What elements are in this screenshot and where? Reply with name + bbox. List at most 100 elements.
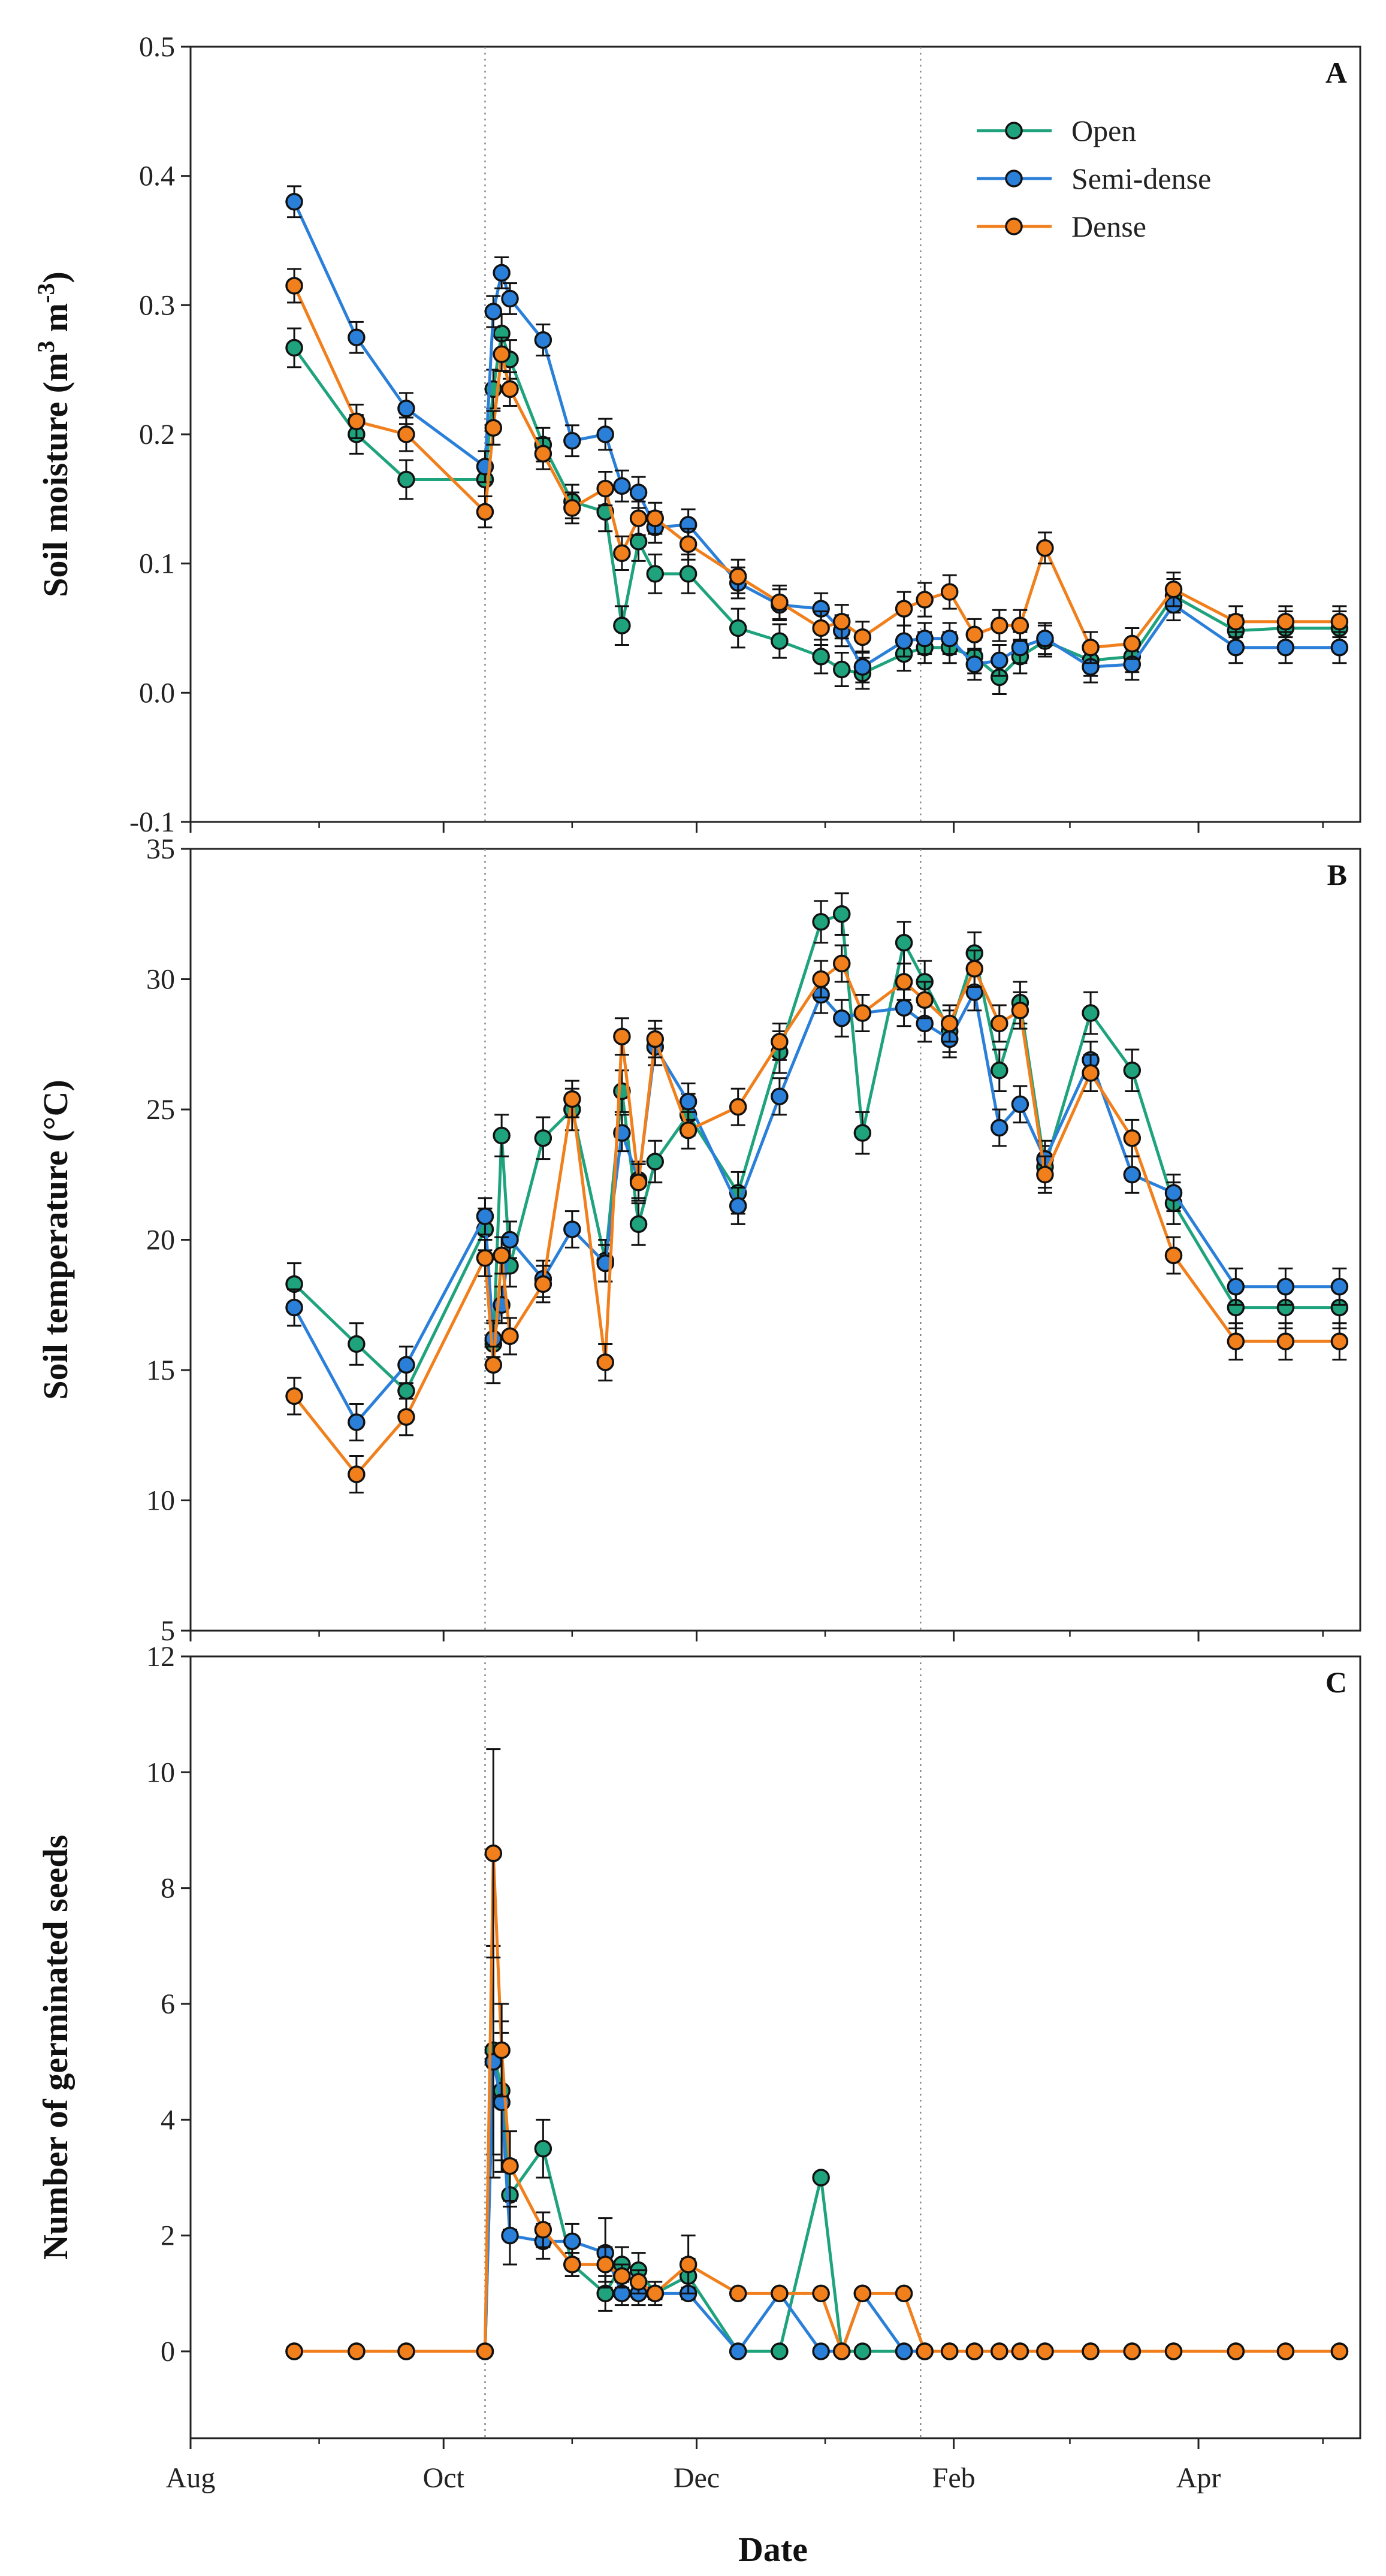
data-point [853,2342,872,2360]
data-point [1011,639,1029,657]
series-open [285,313,1349,695]
data-point [729,1097,747,1116]
data-point [895,2284,913,2303]
data-point [679,535,697,554]
data-point [771,1087,789,1105]
data-point [1227,2342,1245,2360]
data-point [916,991,934,1009]
data-point [1082,1064,1100,1082]
data-point [729,619,747,637]
plot-frame [189,848,1361,1632]
data-point [1036,1166,1054,1184]
data-point [476,1207,494,1226]
data-point [348,2342,366,2360]
data-point [895,600,913,618]
series-line [294,1852,1340,2353]
data-point [348,328,366,346]
data-point [771,2342,789,2360]
data-point [1330,1332,1349,1350]
panel-letter: C [1325,1665,1347,1699]
data-point [501,1230,519,1249]
data-point [965,2342,984,2360]
data-point [348,1465,366,1483]
data-point [629,533,648,551]
y-axis-title: Soil temperature (°C) [36,1080,75,1399]
data-point [991,1062,1008,1080]
data-point [484,1356,503,1374]
series-dense [285,1748,1349,2360]
data-point [397,2342,415,2360]
data-point [484,419,503,437]
y-tick-label: 4 [161,2104,175,2136]
data-point [895,933,913,952]
data-point [397,1382,415,1400]
data-point [348,1335,366,1353]
data-point [563,1090,581,1108]
data-point [493,2041,511,2060]
data-point [484,303,503,321]
data-point [285,277,303,295]
data-point [629,509,648,527]
data-point [1276,1278,1295,1296]
panel-letter: A [1325,56,1347,89]
data-point [1330,639,1349,657]
data-point [812,619,830,637]
data-point [812,648,830,666]
y-tick-label: 0.2 [139,419,175,451]
series-line [294,2060,1340,2353]
data-point [1036,2342,1054,2360]
data-point [940,2342,959,2360]
data-point [629,1215,648,1233]
data-point [397,1356,415,1374]
x-axis-title: Date [738,2530,808,2569]
data-point [501,289,519,308]
data-point [940,1014,959,1033]
data-point [501,2226,519,2245]
data-point [833,2342,851,2360]
data-point [729,567,747,585]
data-point [916,591,934,609]
data-point [1164,1184,1183,1202]
data-point [1227,612,1245,631]
data-point [484,1844,503,1863]
data-point [853,2284,872,2303]
data-point [563,2232,581,2251]
series-line [292,201,1340,669]
data-point [833,1009,851,1027]
data-point [1011,2342,1029,2360]
panel-a-soil-moisture: -0.1 0.0 0.1 0.2 0.3 0.4 0.5 Soil moisture (m3 … [32,31,1361,838]
data-point [1330,612,1349,631]
data-point [646,509,665,527]
data-point [1123,1129,1142,1147]
data-point [853,628,872,646]
x-tick-label: Oct [423,2462,465,2494]
data-point [965,655,984,673]
data-point [1164,2342,1183,2360]
data-point [563,2255,581,2273]
y-tick-label: 0.3 [139,289,175,321]
data-point [812,2284,830,2303]
data-point [534,1129,552,1147]
data-point [916,2342,934,2360]
data-point [613,1027,631,1045]
legend-marker [1005,217,1023,235]
data-point [729,2284,747,2303]
series-open [285,892,1349,1413]
data-point [501,1327,519,1346]
data-point [1276,612,1295,631]
data-point [1082,639,1100,657]
data-point [629,483,648,501]
data-point [833,905,851,923]
data-point [1330,1278,1349,1296]
legend: Open Semi-dense Dense [977,114,1211,243]
panel-b-soil-temperature: 5 10 15 20 25 30 35 Soil temperature (°C) B [36,833,1361,1647]
data-point [501,380,519,398]
data-point [812,913,830,931]
data-point [613,544,631,563]
data-point [853,658,872,676]
data-point [596,2255,614,2273]
y-tick-label: 30 [146,964,175,996]
y-axis-title: Number of germinated seeds [36,1835,75,2260]
legend-marker [1005,122,1023,140]
